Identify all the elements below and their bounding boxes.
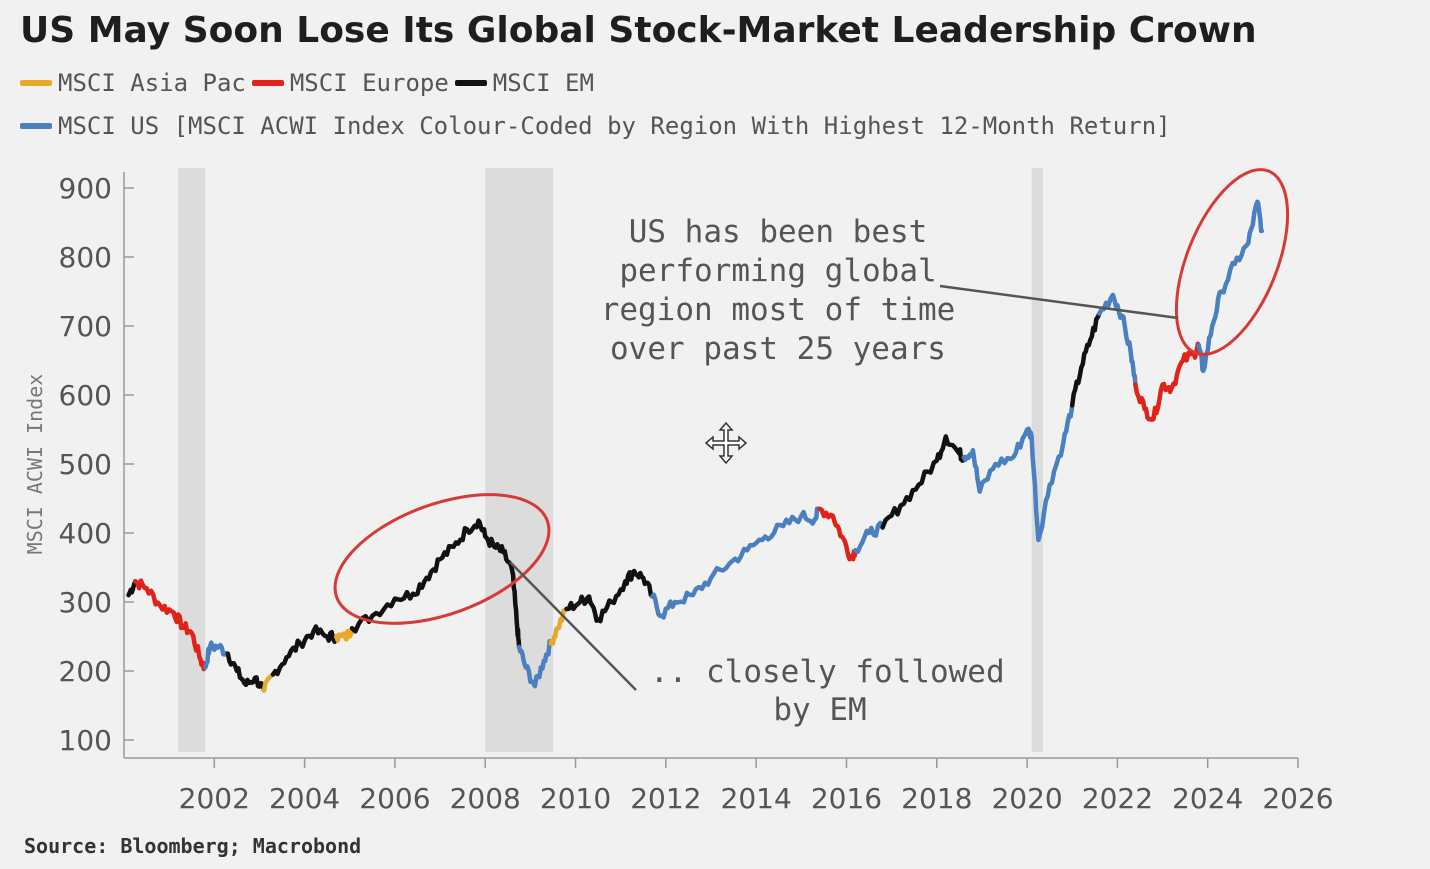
y-tick-label-0: 100 (59, 724, 112, 757)
y-tick-label-2: 300 (59, 586, 112, 619)
y-tick-label-5: 600 (59, 379, 112, 412)
x-tick-label-0: 2002 (179, 782, 250, 815)
series-segment-asia-pac-4 (261, 672, 276, 693)
legend-label-us: MSCI US [MSCI ACWI Index Colour-Coded by… (58, 112, 1171, 140)
series-segment-us-15 (961, 403, 1075, 543)
highlight-circle-2025 (1174, 168, 1290, 356)
y-tick-label-6: 700 (59, 310, 112, 343)
series-segment-us-2 (203, 640, 231, 670)
y-tick-label-3: 400 (59, 517, 112, 550)
legend-item-europe: MSCI Europe (251, 69, 449, 97)
y-tick-label-4: 500 (59, 448, 112, 481)
series-segment-em-10 (564, 568, 655, 624)
legend-swatch-europe (251, 80, 284, 86)
series-segment-asia-pac-9 (548, 606, 569, 646)
x-tick-label-4: 2010 (540, 782, 611, 815)
legend-swatch-em (454, 80, 487, 86)
x-tick-label-10: 2022 (1082, 782, 1153, 815)
series-segment-europe-1 (133, 578, 208, 672)
legend-item-us: MSCI US [MSCI ACWI Index Colour-Coded by… (20, 112, 1171, 140)
move-cursor-icon (704, 421, 748, 465)
legend-row-2: MSCI US [MSCI ACWI Index Colour-Coded by… (20, 111, 1177, 141)
y-axis-label: MSCI ACWI Index (23, 374, 47, 555)
highlight-circle-2008 (333, 493, 551, 625)
legend-row-1: MSCI Asia Pac MSCI Europe MSCI EM (20, 68, 600, 98)
legend-label-em: MSCI EM (492, 69, 594, 97)
legend-item-asia-pac: MSCI Asia Pac (20, 69, 246, 97)
x-tick-label-5: 2012 (630, 782, 701, 815)
chart-title: US May Soon Lose Its Global Stock-Market… (20, 10, 1257, 51)
annotation-us-line-2: region most of time (601, 292, 956, 328)
x-tick-label-3: 2008 (450, 782, 521, 815)
recession-band-2 (1031, 168, 1043, 752)
annotation-us-line-3: over past 25 years (610, 331, 946, 367)
source-note: Source: Bloomberg; Macrobond (24, 834, 362, 858)
move-cursor-shape (704, 421, 748, 465)
series-segment-em-16 (1069, 311, 1102, 408)
x-tick-label-2: 2006 (359, 782, 430, 815)
recession-band-1 (485, 168, 553, 752)
series-segment-us-13 (853, 520, 885, 555)
x-tick-label-6: 2014 (721, 782, 792, 815)
annotation-em-line-0: .. closely followed (650, 654, 1005, 690)
series-segment-europe-18 (1133, 341, 1201, 422)
x-tick-label-1: 2004 (269, 782, 340, 815)
series-segment-europe-12 (817, 506, 858, 562)
x-tick-label-8: 2018 (901, 782, 972, 815)
annotation-us-line-1: performing global (619, 253, 936, 289)
y-tick-label-8: 900 (59, 172, 112, 205)
x-tick-label-9: 2020 (991, 782, 1062, 815)
series-segment-us-8 (516, 638, 553, 689)
series-segment-em-5 (270, 624, 339, 677)
x-tick-label-7: 2016 (811, 782, 882, 815)
x-tick-label-12: 2026 (1262, 782, 1333, 815)
series-segment-asia-pac-6 (333, 625, 355, 643)
legend-item-em: MSCI EM (454, 69, 594, 97)
legend-swatch-us (20, 123, 52, 129)
series-segment-em-0 (126, 579, 138, 598)
legend-label-europe: MSCI Europe (289, 69, 449, 97)
legend-label-asia-pac: MSCI Asia Pac (58, 69, 246, 97)
series-segment-em-14 (880, 434, 967, 530)
series-segment-em-7 (349, 518, 522, 650)
y-tick-label-7: 800 (59, 241, 112, 274)
annotation-pointer-em (509, 561, 637, 691)
x-tick-label-11: 2024 (1172, 782, 1243, 815)
legend-swatch-asia-pac (20, 80, 52, 86)
annotation-pointer-us (939, 284, 1179, 320)
annotation-em-line-1: by EM (773, 692, 866, 728)
y-tick-label-1: 200 (59, 655, 112, 688)
series-segment-us-17 (1097, 292, 1138, 387)
series-segment-em-3 (225, 651, 267, 693)
annotation-us-line-0: US has been best (629, 214, 928, 250)
series-segment-us-19 (1196, 199, 1265, 374)
series-segment-us-11 (650, 506, 822, 620)
